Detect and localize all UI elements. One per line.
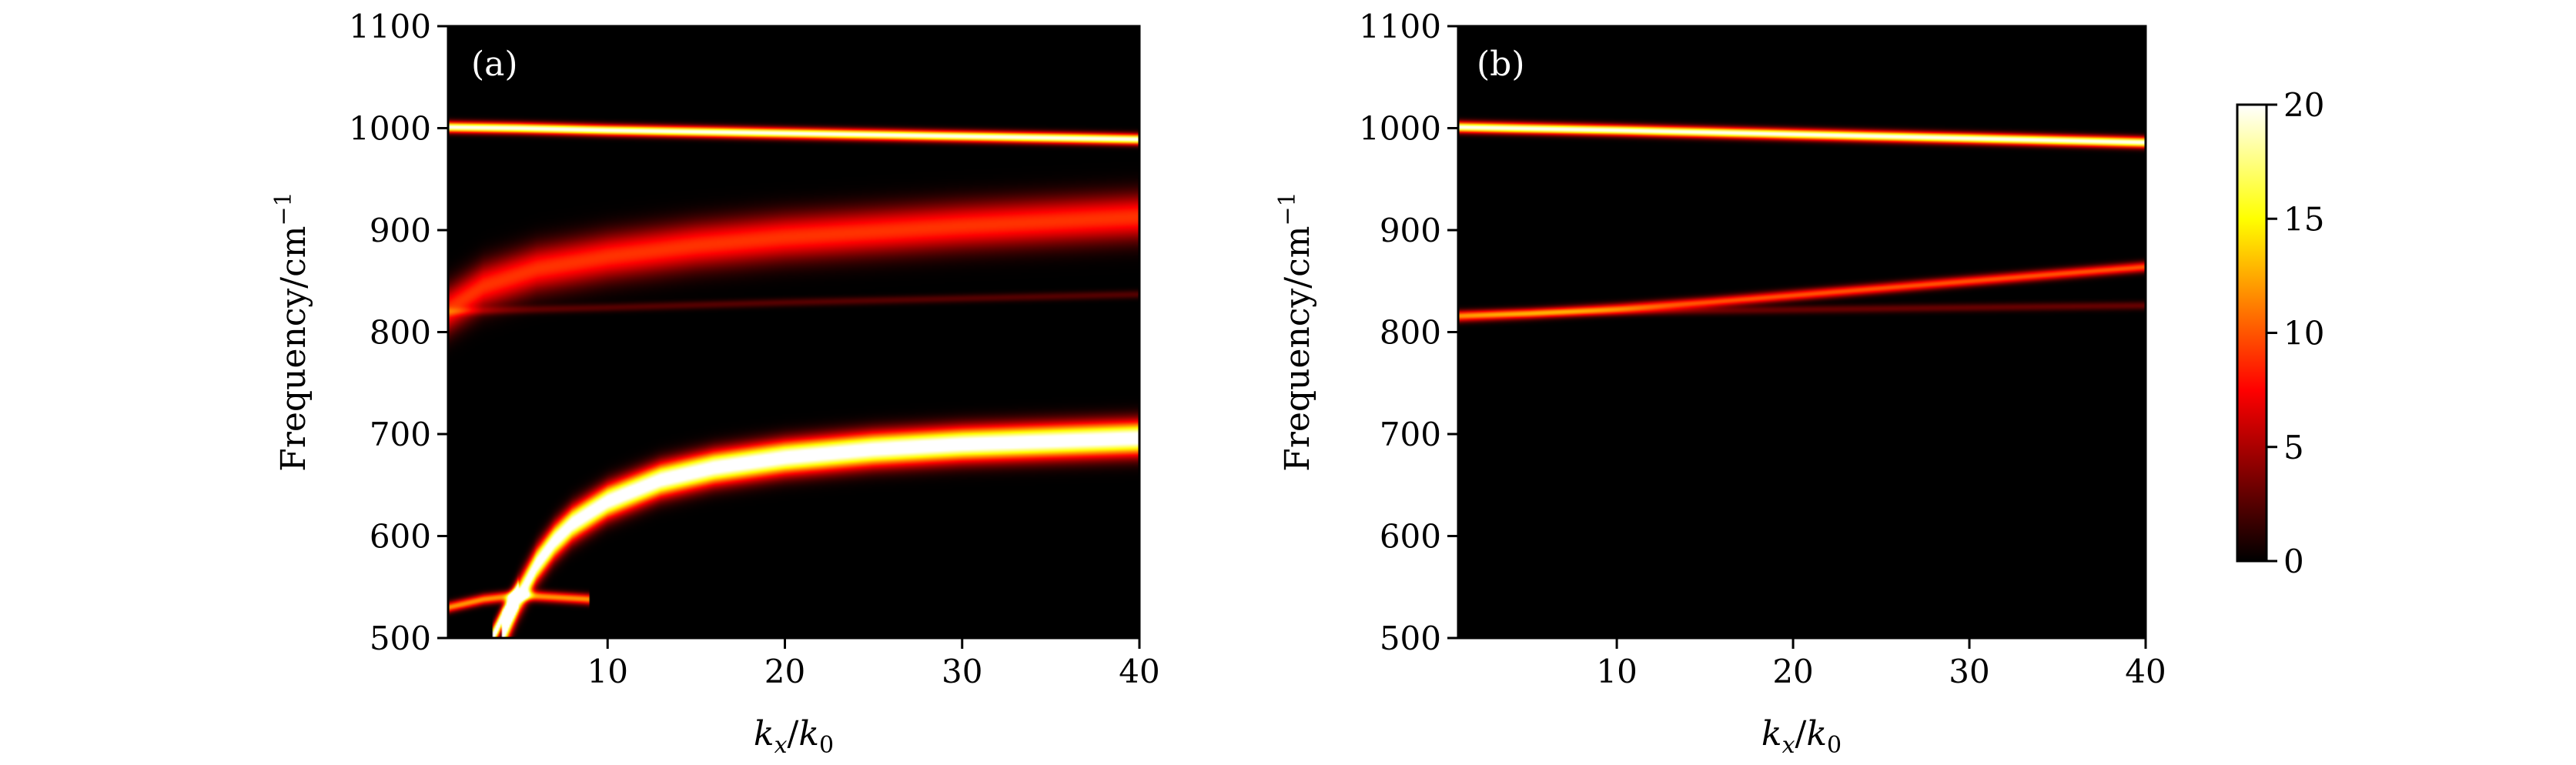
y-tick-label-a: 600 (370, 518, 431, 556)
x-tick-label-b: 10 (1596, 653, 1637, 690)
y-tick-label-a: 800 (370, 314, 431, 352)
x-axis-label-a: kx/k0 (754, 714, 834, 759)
colorbar-tick-label: 15 (2283, 200, 2324, 238)
y-tick-label-a: 1100 (349, 8, 431, 45)
y-tick-label-b: 1000 (1359, 110, 1441, 148)
x-tick-label-b: 40 (2125, 653, 2166, 690)
y-tick-label-b: 600 (1380, 518, 1441, 556)
x-tick-label-a: 40 (1119, 653, 1159, 690)
heatmap-b (1458, 26, 2146, 638)
y-tick-label-a: 500 (370, 620, 431, 657)
x-tick-label-b: 20 (1772, 653, 1813, 690)
panel-label-b: (b) (1477, 45, 1525, 84)
colorbar-tick-label: 10 (2283, 315, 2324, 352)
panel-a: (a) 10 20 30 40 500 600 700 800 900 1000 1100 kx/k… (270, 8, 1160, 759)
y-tick-label-b: 700 (1380, 416, 1441, 453)
x-tick-label-a: 30 (942, 653, 982, 690)
y-tick-label-b: 500 (1380, 620, 1441, 657)
colorbar-tick-label: 0 (2283, 543, 2304, 580)
y-axis-label-a: Frequency/cm−1 (270, 192, 313, 471)
x-tick-label-a: 20 (764, 653, 805, 690)
heatmap-a (448, 26, 1139, 638)
colorbar-ticks: 0 5 10 15 20 (2267, 86, 2324, 580)
y-tick-label-a: 1000 (349, 110, 431, 148)
x-axis-label-b: kx/k0 (1761, 714, 1842, 759)
panel-b: (b) 10 20 30 40 500 600 700 800 900 1000 1100 kx/k… (1274, 8, 2166, 759)
axes-b: 10 20 30 40 500 600 700 800 900 1000 1100 (1359, 8, 2166, 690)
y-axis-label-b: Frequency/cm−1 (1274, 192, 1317, 471)
colorbar: 0 5 10 15 20 (2236, 86, 2324, 580)
x-tick-label-a: 10 (587, 653, 628, 690)
colorbar-tick-label: 20 (2283, 86, 2324, 124)
y-tick-label-b: 1100 (1359, 8, 1441, 45)
y-tick-label-b: 900 (1380, 212, 1441, 249)
panel-label-a: (a) (471, 45, 518, 84)
y-tick-label-b: 800 (1380, 314, 1441, 352)
colorbar-tick-label: 5 (2283, 429, 2304, 466)
axes-a: 10 20 30 40 500 600 700 800 900 1000 1100 (349, 8, 1160, 690)
y-tick-label-a: 900 (370, 212, 431, 249)
colorbar-gradient (2236, 103, 2268, 563)
y-tick-label-a: 700 (370, 416, 431, 453)
x-tick-label-b: 30 (1949, 653, 1989, 690)
